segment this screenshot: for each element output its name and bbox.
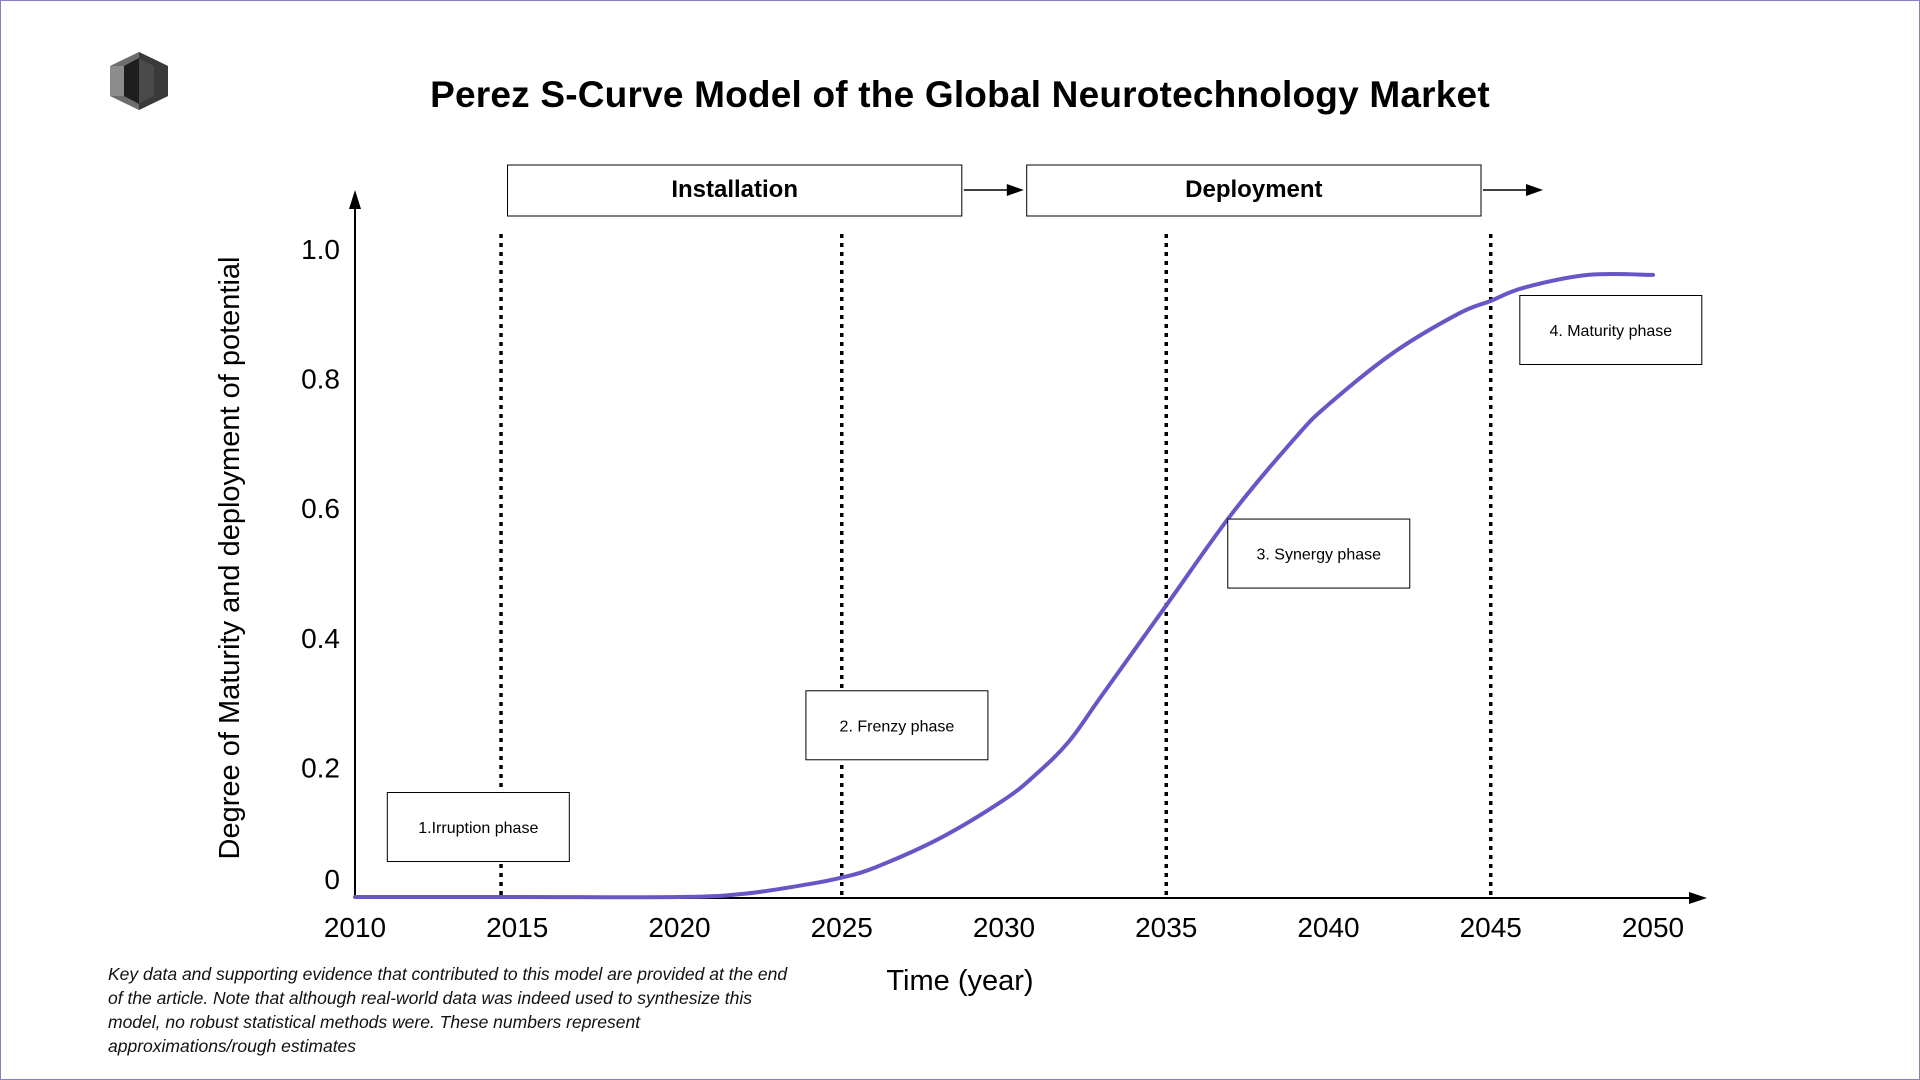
cube-logo-icon [110,52,168,110]
series-line [353,271,1655,900]
y-axis-arrowhead [349,190,361,209]
y-tick-label: 0.8 [301,364,340,395]
x-tick-label: 2010 [324,912,386,943]
phase-label: 3. Synergy phase [1256,547,1381,564]
phase-label: 4. Maturity phase [1549,323,1672,340]
y-tick-label: 0.6 [301,493,340,524]
x-tick-label: 2030 [973,912,1035,943]
period-label: Deployment [1185,176,1322,203]
period-box [507,164,963,217]
phase-label-box [386,792,570,863]
x-tick-label: 2050 [1622,912,1684,943]
x-tick-label: 2020 [648,912,710,943]
period-arrowhead [1006,184,1024,196]
phase-label-box [1227,518,1411,589]
period-label: Installation [671,176,798,203]
period-arrowhead [1526,184,1544,196]
phase-label-box [805,690,989,761]
x-axis-label: Time (year) [886,965,1033,997]
chart-title: Perez S-Curve Model of the Global Neurot… [430,74,1490,115]
x-tick-label: 2045 [1460,912,1522,943]
x-tick-label: 2025 [811,912,873,943]
y-axis-label: Degree of Maturity and deployment of pot… [214,257,246,860]
footnote-text: Key data and supporting evidence that co… [108,964,788,1056]
y-tick-label: 1.0 [301,234,340,265]
y-tick-label: 0 [324,864,340,895]
y-tick-label: 0.2 [301,752,340,783]
phase-label-box [1519,295,1703,365]
x-tick-label: 2035 [1135,912,1197,943]
y-tick-label: 0.4 [301,623,340,654]
period-box [1026,164,1482,217]
x-tick-label: 2015 [486,912,548,943]
x-tick-label: 2040 [1297,912,1359,943]
phase-label: 2. Frenzy phase [840,718,955,735]
phase-label: 1.Irruption phase [418,820,538,837]
x-axis-arrowhead [1689,892,1707,904]
